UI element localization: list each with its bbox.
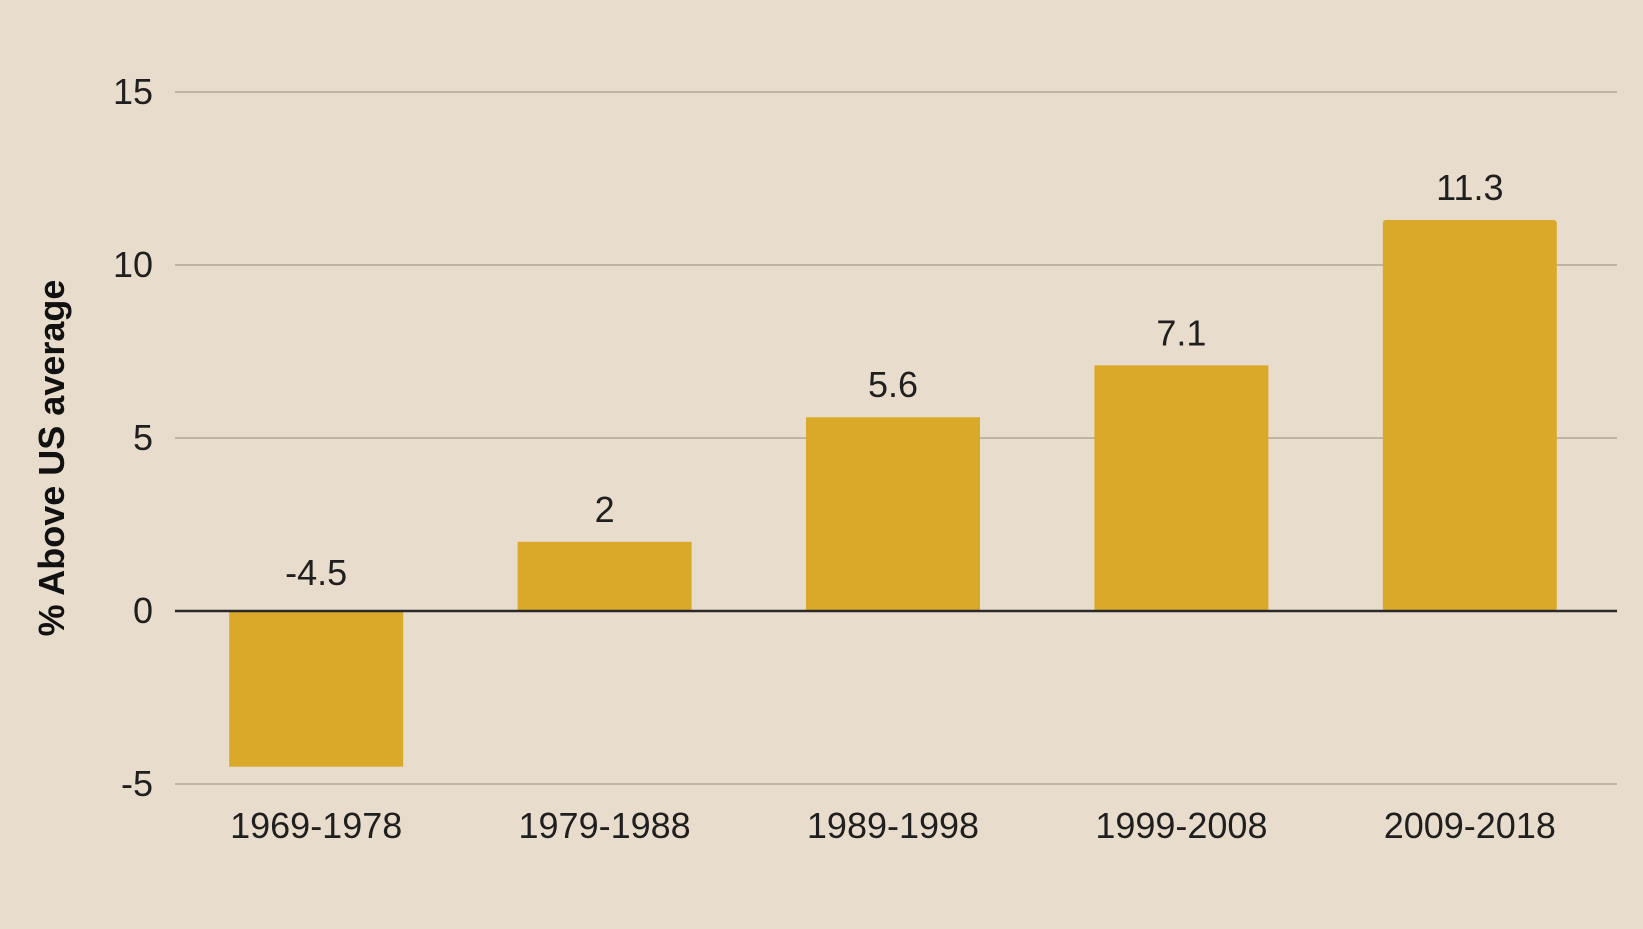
y-tick-label: 15 [113,71,153,112]
bar-value-label: 5.6 [868,364,918,405]
gridlines [175,91,1617,785]
bar-value-label: 2 [595,489,615,530]
value-labels: -4.5 2 5.6 7.1 11.3 [285,167,1503,593]
x-category-label: 2009-2018 [1384,805,1556,846]
bar [806,417,980,611]
bar-value-label: -4.5 [285,552,347,593]
x-category-label: 1969-1978 [230,805,402,846]
x-category-label: 1989-1998 [807,805,979,846]
x-category-label: 1999-2008 [1095,805,1267,846]
bar-value-label: 7.1 [1156,312,1206,353]
y-tick-label: -5 [121,763,153,804]
bar-value-label: 11.3 [1436,167,1503,208]
y-axis-ticks: -5 0 5 10 15 [113,71,153,804]
y-tick-label: 10 [113,244,153,285]
bars [229,220,1557,767]
x-category-label: 1979-1988 [519,805,691,846]
bar [1382,220,1557,611]
y-tick-label: 5 [133,417,153,458]
bar [517,541,692,611]
x-axis-categories: 1969-1978 1979-1988 1989-1998 1999-2008 2009… [230,805,1556,846]
y-axis-title: % Above US average [31,280,72,637]
bar [1094,365,1269,611]
y-tick-label: 0 [133,590,153,631]
bar [229,611,404,767]
